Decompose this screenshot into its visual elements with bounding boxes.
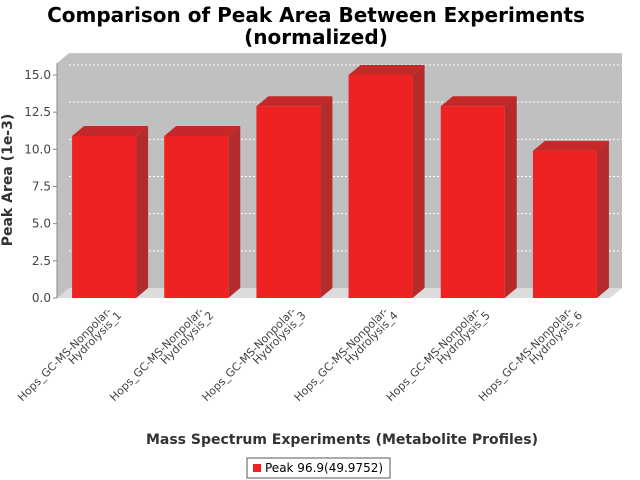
bar-top	[348, 65, 425, 75]
legend-label: Peak 96.9(49.9752)	[265, 461, 383, 475]
bar-side	[412, 65, 425, 298]
bar-top	[532, 140, 609, 151]
bar-side	[596, 140, 609, 298]
y-tick-label: 2.5	[32, 254, 51, 268]
bar-side	[504, 96, 517, 298]
bar-top	[440, 96, 517, 107]
y-axis-ticks: 0.0 2.5 5.0 7.5 10.0 12.5 15.0	[24, 63, 58, 305]
bar	[256, 96, 333, 298]
bar	[72, 125, 149, 298]
bar-front	[164, 135, 229, 298]
chart-title-line-2: (normalized)	[244, 25, 388, 49]
y-tick-label: 12.5	[24, 105, 51, 119]
legend-box	[246, 457, 391, 479]
bar	[440, 96, 517, 298]
bar	[532, 140, 609, 298]
x-axis-categories: Hops_GC-MS-Nonpolar-Hydrolysis_1Hops_GC-…	[15, 305, 585, 404]
bar-front	[256, 106, 321, 298]
bar-top	[164, 125, 241, 136]
bar-front	[532, 150, 597, 298]
bar-side	[320, 96, 333, 298]
bars-group	[72, 65, 609, 298]
legend: Peak 96.9(49.9752)	[246, 457, 391, 479]
bar	[164, 125, 241, 298]
y-tick-label: 0.0	[32, 291, 51, 305]
bar-front	[440, 106, 505, 298]
x-axis-label: Mass Spectrum Experiments (Metabolite Pr…	[146, 432, 538, 448]
y-axis-label: Peak Area (1e-3)	[0, 114, 16, 247]
y-tick-label: 5.0	[32, 217, 51, 231]
x-category-label: Hops_GC-MS-Nonpolar-	[15, 305, 114, 404]
legend-swatch	[253, 464, 261, 472]
bar-front	[72, 135, 137, 298]
bar-side	[228, 125, 241, 298]
chart-title-line-1: Comparison of Peak Area Between Experime…	[47, 3, 585, 27]
bar-front	[348, 75, 413, 298]
bar-top	[72, 125, 149, 136]
bar	[348, 65, 425, 298]
bar-side	[136, 125, 149, 298]
bar-top	[256, 96, 333, 107]
y-tick-label: 7.5	[32, 180, 51, 194]
y-tick-label: 10.0	[24, 142, 51, 156]
y-tick-label: 15.0	[24, 68, 51, 82]
